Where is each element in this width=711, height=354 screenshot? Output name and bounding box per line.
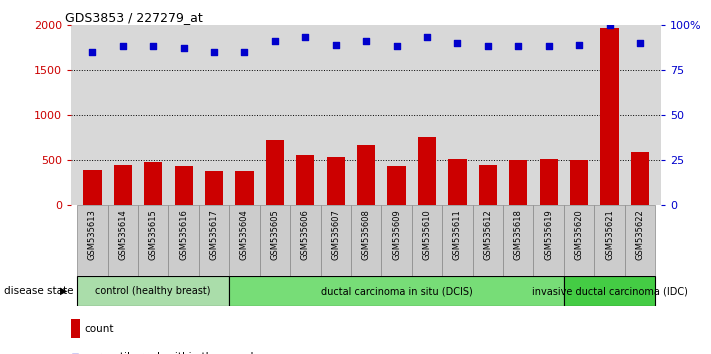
Bar bbox=[290, 205, 321, 276]
Text: GSM535612: GSM535612 bbox=[483, 209, 492, 259]
Point bbox=[573, 42, 584, 47]
Point bbox=[208, 49, 220, 55]
Text: GSM535613: GSM535613 bbox=[88, 209, 97, 260]
Point bbox=[299, 35, 311, 40]
Text: GSM535619: GSM535619 bbox=[544, 209, 553, 259]
Point bbox=[360, 38, 372, 44]
Bar bbox=[357, 145, 375, 205]
Point bbox=[604, 22, 615, 28]
Text: GSM535617: GSM535617 bbox=[210, 209, 218, 260]
Text: GSM535604: GSM535604 bbox=[240, 209, 249, 259]
Text: GSM535605: GSM535605 bbox=[270, 209, 279, 259]
Text: GSM535610: GSM535610 bbox=[422, 209, 432, 259]
Point bbox=[543, 44, 555, 49]
Bar bbox=[205, 171, 223, 205]
Bar bbox=[473, 205, 503, 276]
Bar bbox=[260, 205, 290, 276]
Bar bbox=[351, 205, 381, 276]
Bar bbox=[235, 171, 254, 205]
Text: ductal carcinoma in situ (DCIS): ductal carcinoma in situ (DCIS) bbox=[321, 286, 472, 296]
Text: GSM535607: GSM535607 bbox=[331, 209, 341, 260]
Text: GSM535618: GSM535618 bbox=[514, 209, 523, 260]
Bar bbox=[625, 205, 655, 276]
Point bbox=[178, 45, 189, 51]
Point bbox=[239, 49, 250, 55]
Bar bbox=[107, 205, 138, 276]
Bar bbox=[229, 205, 260, 276]
Text: control (healthy breast): control (healthy breast) bbox=[95, 286, 211, 296]
Point bbox=[391, 44, 402, 49]
Bar bbox=[387, 166, 406, 205]
Bar bbox=[326, 158, 345, 205]
Bar bbox=[418, 137, 436, 205]
Bar bbox=[479, 165, 497, 205]
Text: percentile rank within the sample: percentile rank within the sample bbox=[84, 352, 260, 354]
Text: GSM535611: GSM535611 bbox=[453, 209, 462, 259]
Text: GSM535609: GSM535609 bbox=[392, 209, 401, 259]
Point bbox=[87, 49, 98, 55]
Point bbox=[451, 40, 463, 46]
Bar bbox=[533, 205, 564, 276]
Text: GSM535615: GSM535615 bbox=[149, 209, 158, 259]
Text: GSM535616: GSM535616 bbox=[179, 209, 188, 260]
Point bbox=[398, 220, 410, 225]
Text: disease state: disease state bbox=[4, 286, 73, 296]
Point bbox=[117, 44, 129, 49]
Bar bbox=[174, 166, 193, 205]
Text: GDS3853 / 227279_at: GDS3853 / 227279_at bbox=[65, 11, 203, 24]
Bar bbox=[449, 159, 466, 205]
Bar bbox=[570, 160, 588, 205]
Text: GSM535622: GSM535622 bbox=[636, 209, 644, 259]
Bar bbox=[442, 205, 473, 276]
Bar bbox=[564, 205, 594, 276]
Text: GSM535621: GSM535621 bbox=[605, 209, 614, 259]
Bar bbox=[229, 276, 564, 306]
Bar bbox=[114, 165, 132, 205]
Point bbox=[422, 35, 433, 40]
Bar bbox=[564, 276, 655, 306]
Point bbox=[482, 44, 493, 49]
Bar bbox=[77, 276, 229, 306]
Bar bbox=[412, 205, 442, 276]
Bar bbox=[169, 205, 199, 276]
Text: invasive ductal carcinoma (IDC): invasive ductal carcinoma (IDC) bbox=[532, 286, 688, 296]
Text: GSM535620: GSM535620 bbox=[574, 209, 584, 259]
Text: GSM535606: GSM535606 bbox=[301, 209, 310, 260]
Bar bbox=[509, 160, 528, 205]
Bar bbox=[600, 28, 619, 205]
Bar bbox=[71, 320, 80, 338]
Point bbox=[634, 40, 646, 46]
Point bbox=[330, 42, 341, 47]
Bar bbox=[83, 170, 102, 205]
Bar bbox=[266, 140, 284, 205]
Bar bbox=[503, 205, 533, 276]
Bar bbox=[296, 155, 314, 205]
Bar bbox=[381, 205, 412, 276]
Bar bbox=[138, 205, 169, 276]
Bar bbox=[199, 205, 229, 276]
Text: GSM535614: GSM535614 bbox=[118, 209, 127, 259]
Point bbox=[513, 44, 524, 49]
Bar bbox=[77, 205, 107, 276]
Point bbox=[269, 38, 281, 44]
Bar bbox=[594, 205, 625, 276]
Bar bbox=[321, 205, 351, 276]
Bar bbox=[631, 152, 649, 205]
Point bbox=[148, 44, 159, 49]
Bar bbox=[540, 159, 558, 205]
Text: ▶: ▶ bbox=[60, 286, 68, 296]
Bar bbox=[144, 162, 162, 205]
Text: count: count bbox=[84, 324, 114, 334]
Text: GSM535608: GSM535608 bbox=[362, 209, 370, 260]
